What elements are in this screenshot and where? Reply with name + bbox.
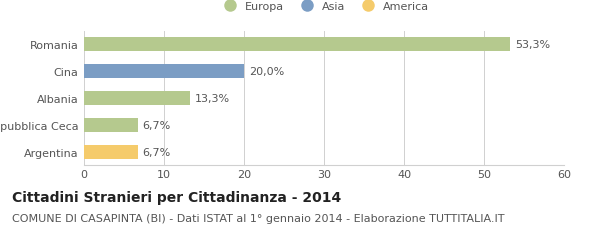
Text: COMUNE DI CASAPINTA (BI) - Dati ISTAT al 1° gennaio 2014 - Elaborazione TUTTITAL: COMUNE DI CASAPINTA (BI) - Dati ISTAT al… [12, 213, 505, 223]
Bar [84, 118, 137, 132]
Text: 6,7%: 6,7% [142, 147, 170, 157]
Text: 20,0%: 20,0% [249, 67, 284, 77]
Bar [84, 38, 511, 52]
Legend: Europa, Asia, America: Europa, Asia, America [214, 0, 434, 16]
Bar [84, 145, 137, 159]
Bar [84, 92, 190, 105]
Text: 53,3%: 53,3% [515, 40, 550, 50]
Bar [84, 65, 244, 79]
Text: Cittadini Stranieri per Cittadinanza - 2014: Cittadini Stranieri per Cittadinanza - 2… [12, 190, 341, 204]
Text: 6,7%: 6,7% [142, 120, 170, 130]
Text: 13,3%: 13,3% [195, 93, 230, 104]
